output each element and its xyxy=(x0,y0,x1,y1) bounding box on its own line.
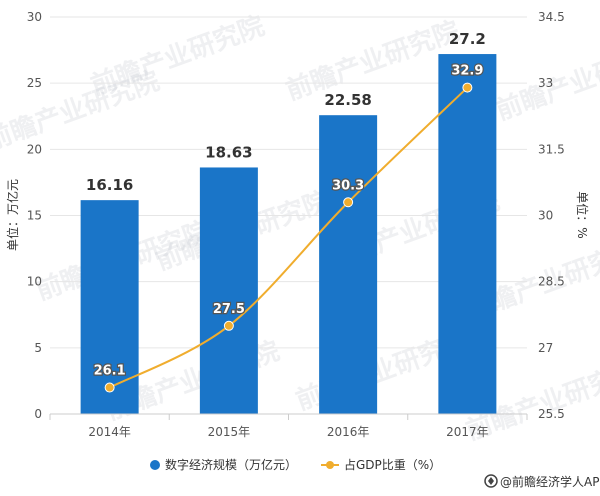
legend-marker-line-dot xyxy=(326,461,334,469)
y-right-tick-label: 28.5 xyxy=(538,275,565,289)
watermark-text: 前瞻产业研究院 xyxy=(87,10,269,101)
brand-logo-icon xyxy=(484,474,498,488)
x-tick-label: 2014年 xyxy=(88,425,131,439)
y-left-tick-label: 15 xyxy=(27,209,42,223)
y-right-tick-label: 25.5 xyxy=(538,407,565,421)
bar xyxy=(319,115,378,414)
y-left-tick-label: 0 xyxy=(34,407,42,421)
x-tick-label: 2015年 xyxy=(208,425,251,439)
legend: 数字经济规模（万亿元） 占GDP比重（%） xyxy=(150,457,441,472)
x-tick-label: 2017年 xyxy=(446,425,489,439)
bar xyxy=(80,200,139,414)
brand-logo-mark xyxy=(488,477,494,485)
line-point xyxy=(223,320,234,331)
x-tick-label: 2016年 xyxy=(327,425,370,439)
x-axis: 2014年 2015年 2016年 2017年 xyxy=(49,413,528,439)
y-right-tick-label: 30 xyxy=(538,209,553,223)
y-axis-right: 25.5 27 28.5 30 31.5 33 34.5 xyxy=(538,10,565,421)
line-data-label: 27.5 xyxy=(213,302,245,317)
watermark-text: 前瞻产业研究院 xyxy=(282,15,464,106)
line-point xyxy=(462,82,473,93)
data-labels: 16.16 18.63 22.58 27.2 26.1 27.5 30.3 32.9 xyxy=(86,30,486,380)
line-data-label: 30.3 xyxy=(332,178,364,193)
footer: @前瞻经济学人APP xyxy=(484,474,600,489)
line-point xyxy=(104,382,115,393)
bar-data-label: 18.63 xyxy=(205,143,252,161)
y-left-tick-label: 30 xyxy=(27,10,42,24)
line-point xyxy=(343,197,354,208)
footer-source: @前瞻经济学人APP xyxy=(500,474,600,489)
bar xyxy=(199,167,258,414)
y-axis-left: 0 5 10 15 20 25 30 xyxy=(27,10,42,421)
line-path xyxy=(109,86,469,389)
line-series xyxy=(104,82,473,393)
bar-data-label: 16.16 xyxy=(86,176,133,194)
bar-data-label: 27.2 xyxy=(449,30,486,48)
legend-label-line: 占GDP比重（%） xyxy=(344,457,441,472)
y-left-tick-label: 25 xyxy=(27,76,42,90)
y-right-tick-label: 31.5 xyxy=(538,142,565,156)
line-data-label: 26.1 xyxy=(94,364,126,379)
y-axis-right-title: 单位：% xyxy=(575,191,590,238)
bar xyxy=(438,54,497,414)
y-right-tick-label: 34.5 xyxy=(538,10,565,24)
bar-series xyxy=(80,54,497,414)
y-axis-left-title: 单位：万亿元 xyxy=(5,179,20,251)
y-left-tick-label: 20 xyxy=(27,142,42,156)
y-right-tick-label: 27 xyxy=(538,341,553,355)
legend-label-bar: 数字经济规模（万亿元） xyxy=(165,457,297,472)
y-left-tick-label: 10 xyxy=(27,275,42,289)
line-data-label: 32.9 xyxy=(451,64,483,79)
bar-data-label: 22.58 xyxy=(324,91,371,109)
legend-marker-bar xyxy=(150,460,160,470)
y-left-tick-label: 5 xyxy=(34,341,42,355)
y-right-tick-label: 33 xyxy=(538,76,553,90)
